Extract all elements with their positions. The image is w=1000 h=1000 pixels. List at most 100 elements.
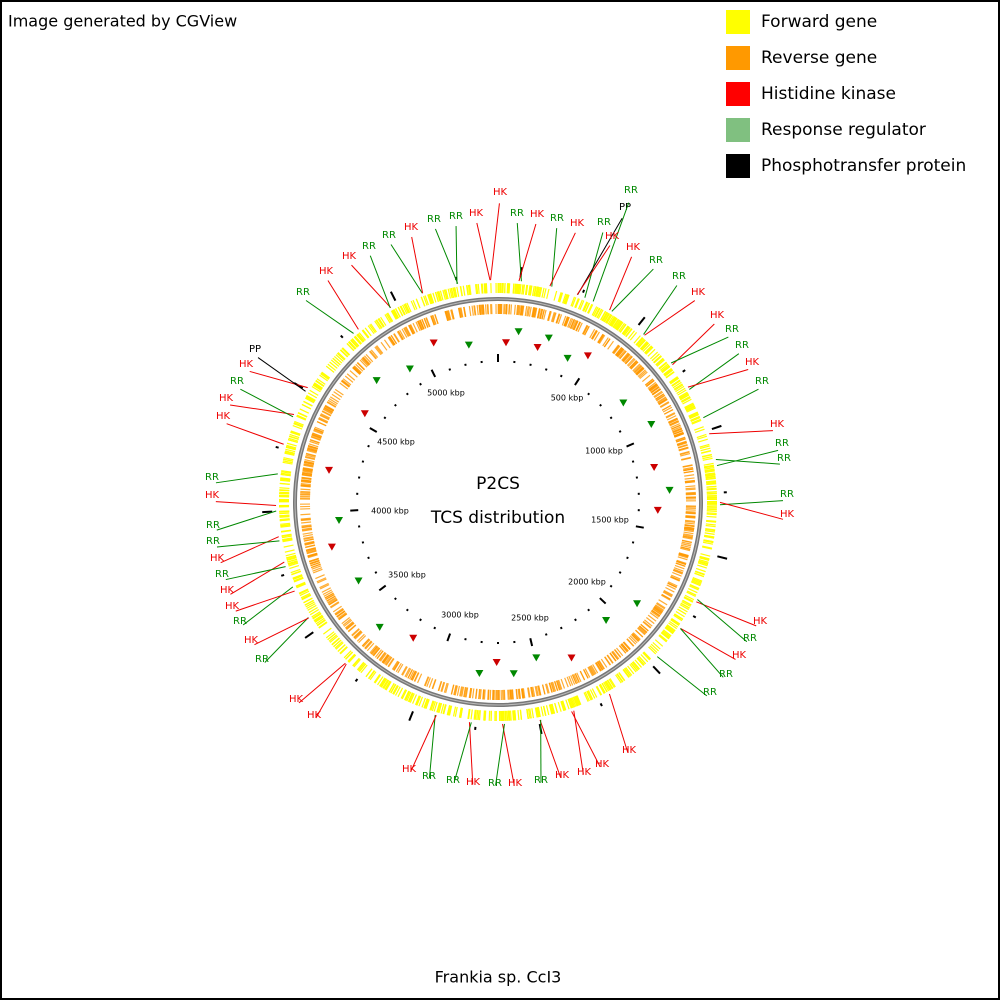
legend-label: Response regulator [761,120,926,140]
forward-gene [437,291,442,302]
forward-gene [679,394,690,401]
forward-gene [305,396,315,403]
reverse-gene [413,672,420,682]
reverse-gene [548,682,553,693]
forward-gene [649,645,658,653]
forward-gene [399,305,406,316]
reverse-gene [679,450,690,455]
reverse-gene [410,670,416,681]
forward-gene [384,314,391,324]
forward-gene [286,556,297,560]
forward-gene [599,683,606,694]
forward-gene [280,522,291,525]
feature-leader [453,722,472,783]
feature-leader [719,500,784,506]
reverse-gene [669,421,680,427]
feature-leader [215,473,278,484]
forward-gene [362,329,370,338]
reverse-gene [684,526,695,529]
forward-gene [400,305,406,315]
forward-gene [390,684,397,694]
reverse-gene [306,548,317,553]
reverse-gene [468,305,472,317]
reverse-gene [617,348,625,358]
reverse-gene [675,438,686,443]
forward-gene [377,676,384,686]
reverse-gene [678,447,689,452]
forward-gene [615,321,623,331]
reverse-gene [301,477,312,481]
forward-gene [516,283,519,294]
feature-leader [670,336,729,364]
reverse-gene [563,316,569,327]
forward-gene [531,708,535,719]
forward-gene [296,583,306,589]
forward-gene [280,479,291,482]
reverse-gene [457,307,462,318]
feature-marker [354,577,363,585]
feature-marker [544,334,553,342]
reverse-gene [349,370,358,378]
reverse-gene [301,528,313,531]
reverse-gene [649,384,659,392]
forward-gene [303,597,313,604]
feature-label: RR [735,340,749,351]
forward-gene [694,426,704,431]
forward-gene [660,632,670,640]
feature-leader [502,723,515,786]
feature-leader [235,590,295,612]
forward-gene [665,371,675,379]
forward-gene [681,601,691,607]
feature-leader [249,370,308,389]
forward-gene [700,447,711,452]
reverse-gene [656,602,666,609]
reverse-gene [683,531,694,535]
reverse-gene [527,687,531,698]
reverse-gene [616,348,624,357]
forward-gene [360,664,368,674]
forward-gene [562,700,567,711]
reverse-gene [522,688,526,699]
reverse-gene [670,423,681,429]
reverse-gene [331,393,341,401]
forward-gene [423,698,428,709]
reverse-gene [424,676,430,687]
feature-marker [665,486,674,494]
forward-gene [601,682,608,693]
forward-gene [400,689,407,699]
reverse-gene [338,612,347,620]
forward-gene [340,349,349,358]
reverse-gene [364,355,372,364]
reverse-gene [571,319,577,330]
reverse-gene [301,476,312,480]
reverse-gene [460,307,464,318]
reverse-gene [568,675,574,686]
forward-gene [650,643,659,652]
forward-gene [673,383,683,390]
reverse-gene [337,612,347,619]
reverse-gene [412,322,418,333]
ruler-tick [367,444,370,448]
forward-gene [603,682,610,692]
reverse-gene [545,683,550,694]
forward-gene [286,444,297,449]
feature-label: HK [466,777,481,788]
forward-gene [379,677,387,688]
forward-gene [554,702,559,713]
forward-gene [658,362,668,370]
forward-gene [631,661,640,671]
forward-gene [659,634,668,642]
reverse-gene [653,390,663,398]
reverse-gene [482,689,485,700]
forward-gene [705,473,716,477]
reverse-gene [646,380,655,388]
forward-gene [607,679,614,689]
forward-gene [704,468,715,472]
forward-gene [644,345,652,354]
forward-gene [507,710,510,721]
forward-gene [563,293,568,304]
reverse-gene [665,586,675,593]
forward-gene [280,523,291,527]
ruler-tick [394,403,397,407]
forward-gene [638,655,647,665]
